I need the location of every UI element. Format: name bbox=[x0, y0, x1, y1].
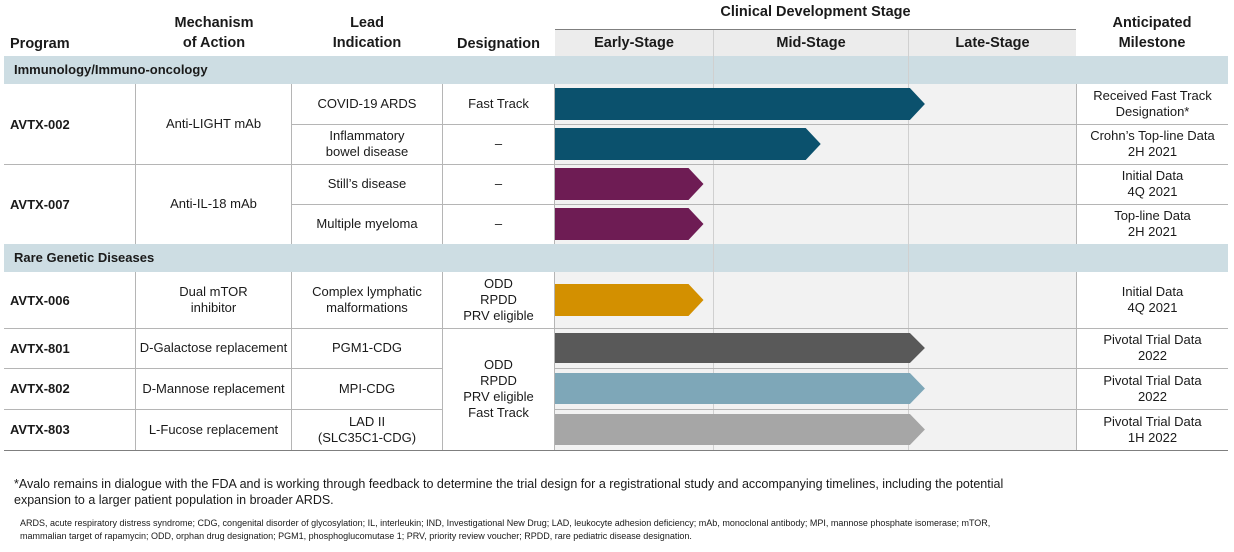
stage-early: Early-Stage bbox=[555, 30, 713, 56]
milestone-mpi: Pivotal Trial Data 2022 bbox=[1103, 372, 1202, 404]
row-divider bbox=[4, 368, 442, 369]
indication-covid-ards: COVID-19 ARDS bbox=[317, 96, 417, 111]
header-designation: Designation bbox=[457, 36, 540, 52]
col-divider bbox=[442, 272, 443, 450]
arrow-lymphatic bbox=[555, 284, 704, 316]
indication-mpi: MPI-CDG bbox=[338, 380, 396, 396]
section-rare-genetic: Rare Genetic Diseases bbox=[4, 244, 1228, 272]
mechanism-avtx-006: Dual mTOR inhibitor bbox=[179, 284, 248, 315]
arrow-lad2 bbox=[555, 414, 925, 445]
designation-shared: ODD RPDD PRV eligible Fast Track bbox=[463, 357, 534, 420]
table-bottom-rule bbox=[4, 450, 1228, 451]
section-immunology-label: Immunology/Immuno-oncology bbox=[14, 62, 208, 77]
section-rare-genetic-label: Rare Genetic Diseases bbox=[14, 250, 155, 265]
arrow-stills bbox=[555, 168, 704, 200]
header-mechanism: Mechanism of Action bbox=[174, 15, 254, 51]
col-divider bbox=[554, 272, 555, 450]
mechanism-avtx-007: Anti-IL-18 mAb bbox=[170, 196, 257, 211]
designation-stills: – bbox=[494, 176, 503, 191]
header-clinical-stage: Clinical Development Stage bbox=[720, 4, 911, 20]
col-divider bbox=[291, 272, 292, 450]
header-lead-indication: Lead Indication bbox=[332, 15, 402, 51]
mechanism-avtx-801: D-Galactose replacement bbox=[139, 340, 288, 355]
indication-lad2: LAD II (SLC35C1-CDG) bbox=[317, 413, 417, 445]
program-avtx-801: AVTX-801 bbox=[10, 340, 70, 356]
designation-myeloma: – bbox=[494, 216, 503, 231]
row-divider bbox=[4, 328, 1228, 329]
program-avtx-006: AVTX-006 bbox=[10, 292, 70, 308]
mechanism-avtx-802: D-Mannose replacement bbox=[142, 380, 285, 396]
arrow-myeloma bbox=[555, 208, 704, 240]
header-divider bbox=[555, 29, 1076, 30]
spacer bbox=[1076, 0, 1077, 56]
stage-late: Late-Stage bbox=[909, 30, 1076, 56]
row-divider bbox=[4, 409, 442, 410]
col-divider bbox=[1076, 272, 1077, 450]
milestone-lad2: Pivotal Trial Data 1H 2022 bbox=[1103, 413, 1202, 445]
program-avtx-007: AVTX-007 bbox=[10, 196, 70, 212]
section-immunology: Immunology/Immuno-oncology bbox=[4, 56, 1228, 84]
indication-stills: Still’s disease bbox=[327, 176, 407, 191]
indication-myeloma: Multiple myeloma bbox=[316, 216, 418, 231]
col-divider bbox=[135, 272, 136, 450]
indication-lymphatic: Complex lymphatic malformations bbox=[312, 284, 422, 315]
header-milestone: Anticipated Milestone bbox=[1112, 15, 1192, 51]
stage-mid: Mid-Stage bbox=[714, 30, 908, 56]
stage-divider-early-mid bbox=[713, 30, 714, 450]
designation-lymphatic: ODD RPDD PRV eligible bbox=[463, 276, 534, 323]
mechanism-avtx-002: Anti-LIGHT mAb bbox=[165, 116, 262, 131]
arrow-ibd bbox=[555, 128, 821, 160]
arrow-covid-ards bbox=[555, 88, 925, 120]
row-divider bbox=[555, 409, 1228, 410]
designation-ibd: – bbox=[494, 136, 503, 151]
abbreviations: ARDS, acute respiratory distress syndrom… bbox=[20, 518, 991, 541]
row-divider bbox=[292, 124, 1228, 125]
row-divider bbox=[4, 164, 1228, 165]
mechanism-avtx-803: L-Fucose replacement bbox=[148, 421, 279, 437]
milestone-covid-ards: Received Fast Track Designation* bbox=[1093, 88, 1212, 119]
arrow-pgm1 bbox=[555, 333, 925, 363]
header-program: Program bbox=[10, 36, 70, 52]
footnote: *Avalo remains in dialogue with the FDA … bbox=[14, 477, 1004, 507]
designation-covid-ards: Fast Track bbox=[468, 96, 529, 111]
program-avtx-002: AVTX-002 bbox=[10, 116, 70, 132]
milestone-ibd: Crohn’s Top-line Data 2H 2021 bbox=[1090, 128, 1215, 159]
program-avtx-802: AVTX-802 bbox=[10, 381, 70, 396]
arrow-mpi bbox=[555, 373, 925, 404]
milestone-myeloma: Top-line Data 2H 2021 bbox=[1114, 208, 1191, 239]
pipeline-arrows bbox=[555, 88, 925, 445]
indication-ibd: Inflammatory bowel disease bbox=[325, 128, 409, 159]
row-divider bbox=[555, 368, 1228, 369]
program-avtx-803: AVTX-803 bbox=[10, 422, 70, 437]
milestone-stills: Initial Data 4Q 2021 bbox=[1121, 168, 1184, 199]
stage-divider-mid-late bbox=[908, 30, 909, 450]
milestone-pgm1: Pivotal Trial Data 2022 bbox=[1103, 332, 1202, 363]
milestone-lymphatic: Initial Data 4Q 2021 bbox=[1121, 284, 1184, 315]
indication-pgm1: PGM1-CDG bbox=[331, 340, 403, 355]
row-divider bbox=[292, 204, 1228, 205]
